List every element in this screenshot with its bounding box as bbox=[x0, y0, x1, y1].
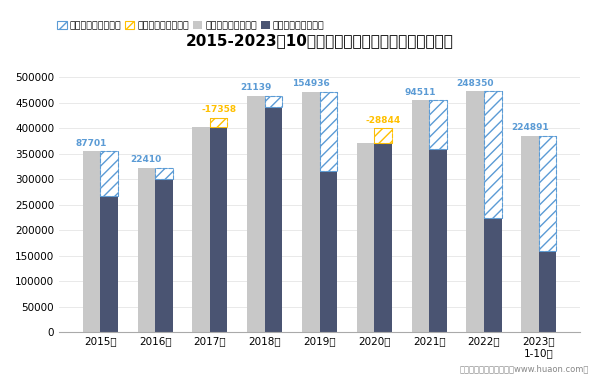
Legend: 贸易顺差（万美元）, 贸易逆差（万美元）, 出口总额（万美元）, 进口总额（万美元）: 贸易顺差（万美元）, 贸易逆差（万美元）, 出口总额（万美元）, 进口总额（万美… bbox=[54, 17, 328, 34]
Bar bbox=[101, 196, 118, 333]
Bar bbox=[265, 96, 282, 107]
Bar bbox=[429, 100, 447, 149]
Bar bbox=[137, 168, 155, 333]
Text: 21139: 21139 bbox=[240, 83, 272, 92]
Bar bbox=[210, 118, 227, 333]
Bar bbox=[320, 171, 337, 333]
Bar bbox=[320, 92, 337, 171]
Text: 22410: 22410 bbox=[131, 155, 162, 164]
Bar bbox=[466, 92, 484, 333]
Text: -28844: -28844 bbox=[365, 116, 401, 125]
Bar bbox=[374, 128, 392, 333]
Bar bbox=[484, 218, 502, 333]
Text: 制图：华经产业研究院（www.huaon.com）: 制图：华经产业研究院（www.huaon.com） bbox=[460, 364, 589, 373]
Title: 2015-2023年10月湖南省外商投资企业进出口差额图: 2015-2023年10月湖南省外商投资企业进出口差额图 bbox=[186, 34, 453, 49]
Bar bbox=[412, 100, 429, 333]
Text: 224891: 224891 bbox=[511, 123, 549, 132]
Text: -17358: -17358 bbox=[201, 106, 236, 115]
Text: 94511: 94511 bbox=[405, 87, 436, 97]
Bar bbox=[539, 251, 556, 333]
Text: 154936: 154936 bbox=[292, 80, 330, 88]
Bar bbox=[302, 92, 320, 333]
Bar bbox=[357, 143, 374, 333]
Bar bbox=[539, 136, 556, 251]
Bar bbox=[101, 151, 118, 196]
Bar bbox=[374, 128, 392, 143]
Bar bbox=[247, 96, 265, 333]
Bar bbox=[155, 168, 173, 179]
Bar bbox=[429, 149, 447, 333]
Text: 248350: 248350 bbox=[456, 79, 494, 88]
Text: 87701: 87701 bbox=[76, 139, 107, 148]
Bar bbox=[484, 92, 502, 218]
Bar bbox=[265, 107, 282, 333]
Bar bbox=[521, 136, 539, 333]
Bar bbox=[210, 118, 227, 127]
Bar bbox=[155, 179, 173, 333]
Bar bbox=[192, 127, 210, 333]
Bar bbox=[83, 151, 101, 333]
